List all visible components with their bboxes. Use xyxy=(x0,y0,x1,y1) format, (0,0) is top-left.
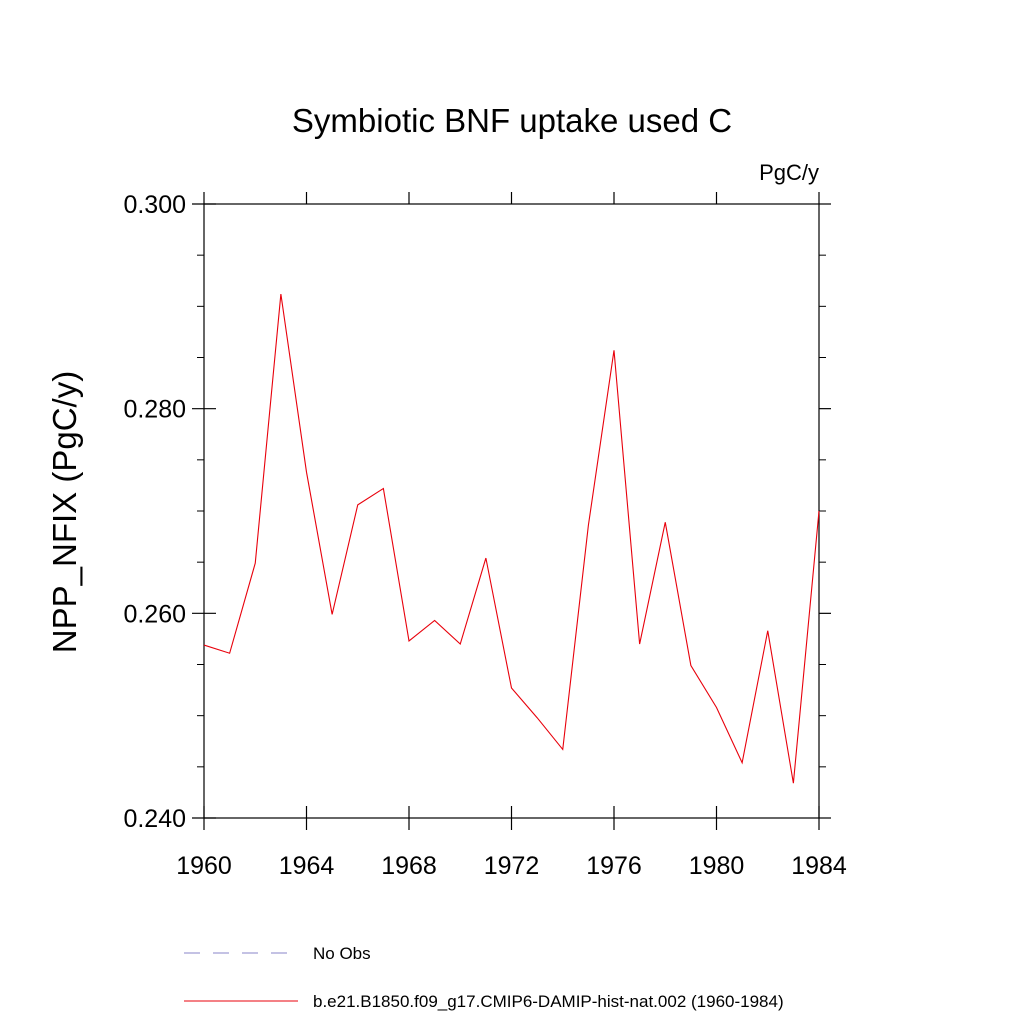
tick-labels: 1960 1964 1968 1972 1976 1980 1984 0.240 0.260 0.… xyxy=(123,191,846,880)
x-tick-label: 1972 xyxy=(484,852,540,880)
legend: No Obs b.e21.B1850.f09_g17.CMIP6-DAMIP-hi… xyxy=(184,944,784,1011)
y-axis-label: NPP_NFIX (PgC/y) xyxy=(46,371,83,653)
x-tick-label: 1960 xyxy=(176,852,232,880)
plot-frame xyxy=(203,203,820,819)
x-tick-label: 1964 xyxy=(279,852,335,880)
series-layer xyxy=(203,293,820,784)
axis-ticks xyxy=(192,192,831,830)
series-line xyxy=(203,293,820,784)
plot-border xyxy=(203,203,820,819)
x-tick-label: 1980 xyxy=(689,852,745,880)
y-tick-label: 0.280 xyxy=(123,396,186,424)
y-tick-label: 0.260 xyxy=(123,600,186,628)
x-tick-label: 1968 xyxy=(381,852,437,880)
x-tick-label: 1976 xyxy=(586,852,642,880)
y-tick-label: 0.240 xyxy=(123,805,186,833)
units-label: PgC/y xyxy=(759,160,819,185)
y-tick-label: 0.300 xyxy=(123,191,186,219)
x-tick-label: 1984 xyxy=(791,852,847,880)
legend-label: No Obs xyxy=(313,944,371,963)
chart-title: Symbiotic BNF uptake used C xyxy=(292,102,732,139)
legend-label: b.e21.B1850.f09_g17.CMIP6-DAMIP-hist-nat… xyxy=(313,992,784,1011)
